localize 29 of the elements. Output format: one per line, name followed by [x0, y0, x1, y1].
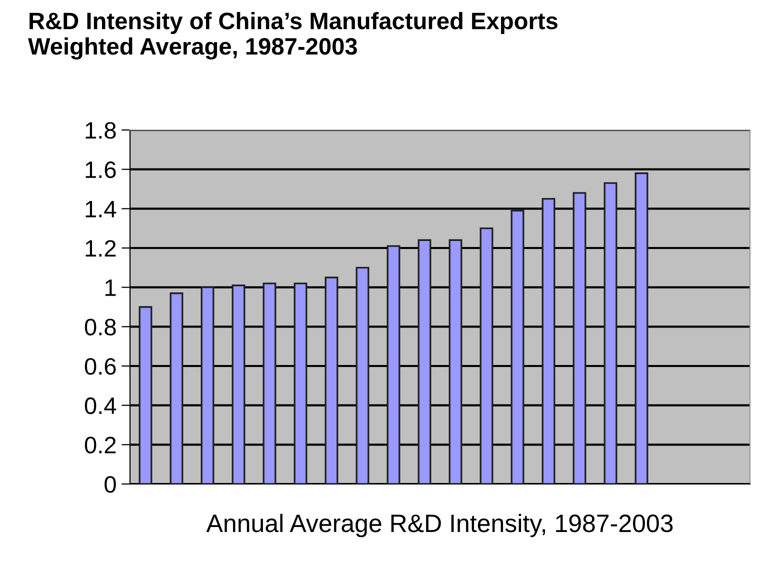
y-tick-label: 1.4 [86, 200, 116, 218]
x-axis-title: Annual Average R&D Intensity, 1987-2003 [206, 514, 673, 538]
y-tick-label: 1.2 [86, 240, 116, 257]
bar [510, 210, 524, 484]
y-tick-label: 0.2 [84, 436, 116, 454]
bar [572, 192, 586, 484]
bar [200, 286, 214, 484]
bar [356, 266, 370, 484]
bar [634, 172, 648, 484]
bar [232, 284, 246, 484]
bar [480, 228, 494, 484]
bar [294, 282, 308, 484]
y-tick-label: 1 [105, 280, 116, 296]
bar [542, 198, 556, 484]
bar [604, 182, 618, 484]
chart-title: R&D Intensity of China’s Manufactured Exports Weighted Average, 1987-2003 [28, 12, 558, 60]
y-tick-label: 0 [104, 476, 116, 493]
y-tick-label: 1.6 [86, 161, 116, 178]
bar [170, 292, 184, 484]
bar [262, 282, 276, 484]
bar [386, 245, 400, 484]
bar [448, 239, 462, 484]
bar [138, 306, 152, 484]
y-tick-label: 0.4 [84, 397, 116, 414]
y-tick-label: 1.8 [86, 122, 116, 139]
bar [418, 239, 432, 484]
bar [324, 276, 338, 484]
y-tick-label: 0.8 [84, 318, 116, 336]
y-tick-label: 0.6 [84, 358, 116, 375]
